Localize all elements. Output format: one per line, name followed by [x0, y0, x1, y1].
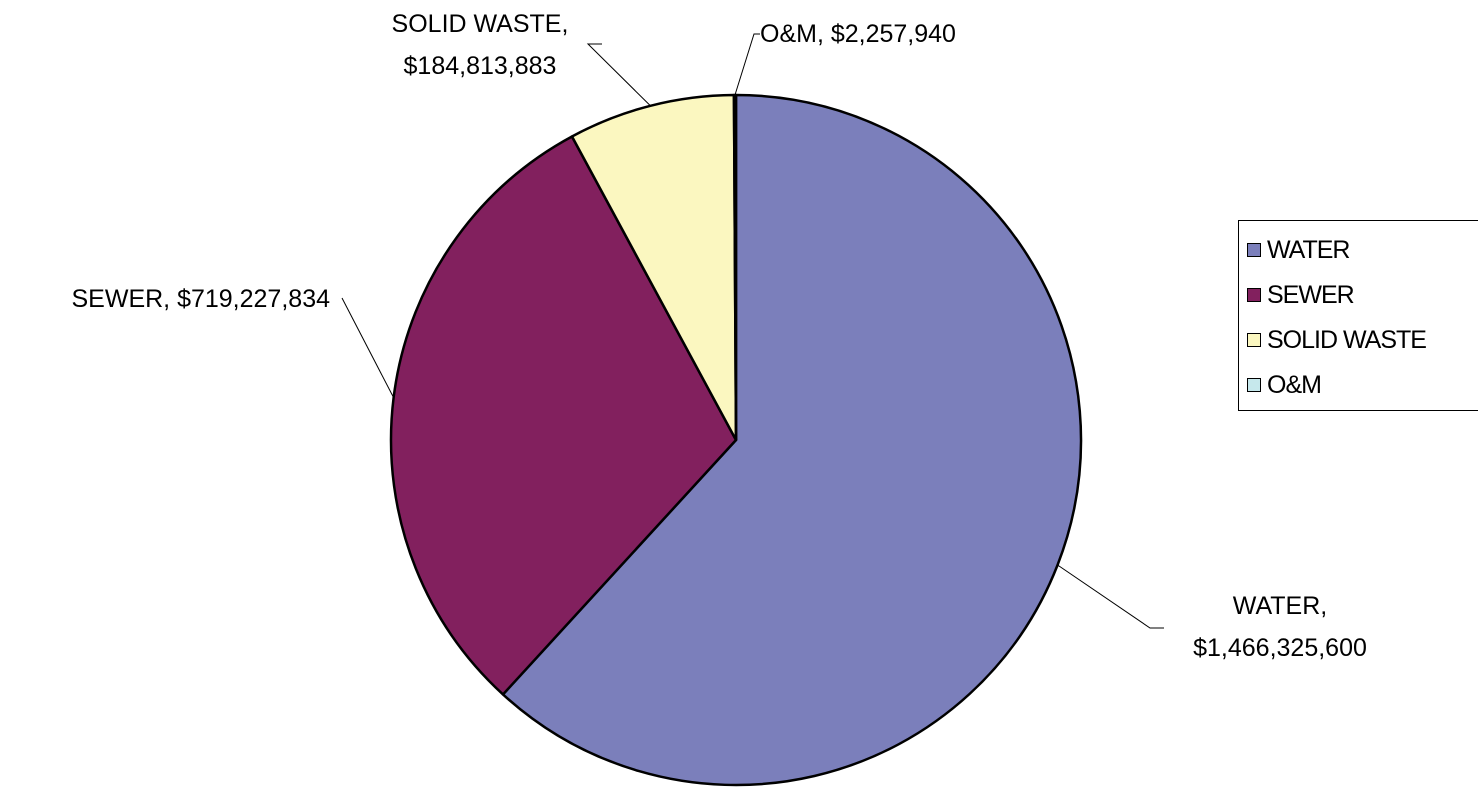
pie-slice-water [501, 93, 1083, 787]
legend-item-om: O&M [1247, 370, 1322, 400]
legend-item-sewer: SEWER [1247, 280, 1355, 310]
data-label-o-m: O&M, $2,257,940 [760, 20, 956, 48]
legend-swatch-water [1247, 243, 1261, 257]
chart-legend: WATER SEWER SOLID WASTE O&M [1238, 220, 1478, 411]
data-label-solid-waste-line-2: $184,813,883 [404, 52, 557, 80]
data-label-sewer: SEWER, $719,227,834 [72, 285, 331, 313]
legend-label-om: O&M [1267, 370, 1322, 399]
legend-swatch-om [1247, 378, 1261, 392]
legend-swatch-sewer [1247, 288, 1261, 302]
leader-line-o-m [734, 33, 760, 96]
pie-slice-solid-waste [570, 93, 738, 442]
legend-item-water: WATER [1247, 235, 1350, 265]
legend-label-solid-waste: SOLID WASTE [1267, 325, 1427, 354]
legend-label-water: WATER [1267, 235, 1350, 264]
data-label-solid-waste-line-1: SOLID WASTE, [392, 10, 569, 38]
data-label-water-line-1: WATER, [1233, 592, 1327, 620]
leader-line-water [1057, 564, 1164, 629]
leader-line-solid-waste [586, 43, 651, 107]
pie-slice-sewer [389, 135, 738, 696]
legend-label-sewer: SEWER [1267, 280, 1355, 309]
legend-swatch-solid-waste [1247, 333, 1261, 347]
pie-slice-o-m [732, 93, 738, 442]
data-label-water-line-2: $1,466,325,600 [1193, 634, 1367, 662]
leader-line-sewer [341, 297, 395, 398]
legend-item-solid-waste: SOLID WASTE [1247, 325, 1427, 355]
